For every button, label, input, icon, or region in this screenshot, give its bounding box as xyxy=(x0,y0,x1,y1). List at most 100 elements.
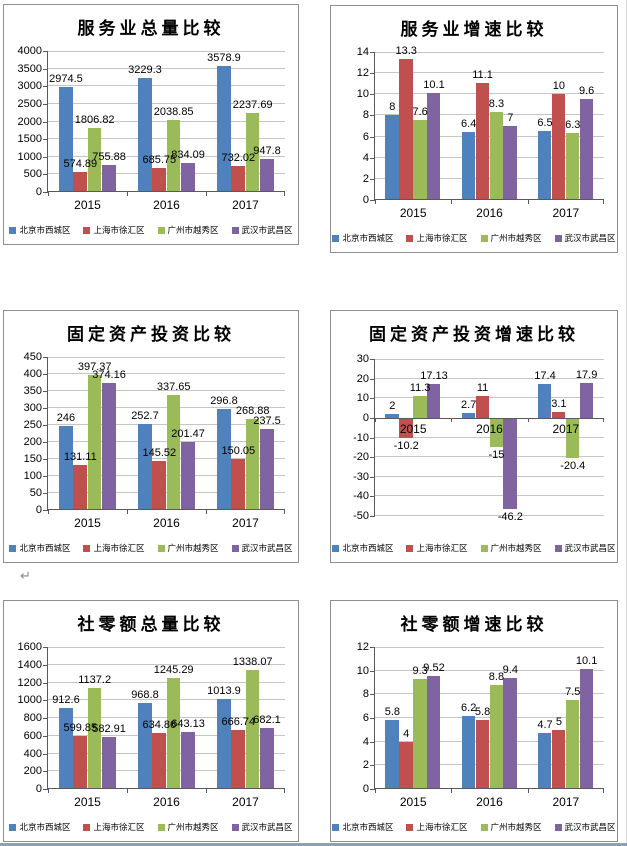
x-category-label: 2017 xyxy=(232,516,259,530)
legend-label: 武汉市武昌区 xyxy=(564,233,616,243)
y-axis-line xyxy=(374,359,375,516)
plot-area: -50 -40 -30 -20 -10 0 10 20 30 2 2.7 17.4 -10.2 11 3.1… xyxy=(353,353,604,523)
bar-value-label: 732.02 xyxy=(221,152,256,165)
legend-swatch-icon xyxy=(231,823,239,831)
y-tick-mark xyxy=(370,694,375,696)
bar-value-label: 11.1 xyxy=(472,68,493,81)
x-tick-mark xyxy=(284,789,285,793)
y-tick-mark xyxy=(43,442,48,443)
legend-item: 广州市越秀区 xyxy=(480,543,542,553)
legend-item: 上海市徐汇区 xyxy=(406,543,468,553)
bar-武汉市武昌区-2017 xyxy=(579,382,594,418)
chart-legend: 北京市西城区 上海市徐汇区 广州市越秀区 武汉市武昌区 xyxy=(332,541,616,555)
y-tick-label: 800 xyxy=(23,712,42,724)
bar-武汉市武昌区-2015 xyxy=(101,382,116,510)
x-tick-mark xyxy=(127,192,128,196)
legend-label: 武汉市武昌区 xyxy=(241,225,293,235)
bar-上海市徐汇区-2016 xyxy=(475,82,489,200)
bar-value-label: 3229.3 xyxy=(128,64,162,77)
y-tick-mark xyxy=(370,741,375,743)
bar-武汉市武昌区-2017 xyxy=(579,669,594,789)
y-tick-mark xyxy=(43,51,48,52)
bar-value-label: 337.65 xyxy=(156,381,191,394)
bar-value-label: 1806.82 xyxy=(74,114,115,127)
chart-service-industry-total[interactable]: 服务业总量比较 0 500 1000 1500 2000 2500 3000 3500 4000… xyxy=(3,4,299,245)
y-tick-label: 2 xyxy=(362,759,369,772)
bar-广州市越秀区-2017 xyxy=(565,417,580,458)
chart-retail-sales-total[interactable]: 社零额总量比较 0 200 400 600 800 1000 1200 1400 1600 912… xyxy=(3,600,299,842)
y-tick-label: 4000 xyxy=(17,45,42,57)
bar-value-label: 17.13 xyxy=(420,370,448,383)
x-category-label: 2017 xyxy=(552,421,580,436)
y-tick-label: -20 xyxy=(353,451,369,464)
bar-value-label: 8 xyxy=(389,101,396,114)
x-tick-mark xyxy=(603,417,604,422)
chart-service-industry-growth[interactable]: 服务业增速比较 0 2 4 6 8 10 12 14 8 6.4 6.5 13.3 11.1 10 7.6 8… xyxy=(330,5,618,253)
y-tick-mark xyxy=(43,68,48,70)
y-tick-label: 1600 xyxy=(17,641,42,653)
y-tick-mark xyxy=(43,718,48,719)
x-category-label: 2016 xyxy=(476,206,503,220)
y-tick-label: 10 xyxy=(356,664,369,677)
bar-value-label: 634.86 xyxy=(142,718,177,731)
bar-value-label: 9.6 xyxy=(578,84,595,97)
x-category-label: 2017 xyxy=(552,206,580,220)
bar-value-label: -15 xyxy=(488,449,505,462)
bar-value-label: 5 xyxy=(555,715,562,728)
bar-value-label: 1245.29 xyxy=(153,664,194,677)
legend-label: 广州市越秀区 xyxy=(167,225,219,235)
chart-retail-sales-growth[interactable]: 社零额增速比较 0 2 4 6 8 10 12 5.8 6.2 4.7 4 5.8 5 9.3 8.8 7.5… xyxy=(330,600,618,842)
bar-value-label: 574.89 xyxy=(63,157,98,170)
x-tick-mark xyxy=(603,200,604,204)
y-tick-label: -10 xyxy=(353,431,369,444)
legend-item: 上海市徐汇区 xyxy=(83,225,145,235)
chart-fixed-asset-investment-growth[interactable]: 固定资产投资增速比较 -50 -40 -30 -20 -10 0 10 20 30 2 2.7 17.… xyxy=(330,310,618,563)
legend-label: 北京市西城区 xyxy=(19,225,71,235)
y-tick-mark xyxy=(43,425,48,426)
y-tick-label: 8 xyxy=(362,109,369,122)
x-category-label: 2015 xyxy=(399,206,427,220)
bar-上海市徐汇区-2017 xyxy=(231,166,245,192)
bar-value-label: 968.8 xyxy=(131,689,159,702)
bar-上海市徐汇区-2017 xyxy=(231,729,245,789)
bar-value-label: 599.85 xyxy=(63,721,98,734)
legend-item: 广州市越秀区 xyxy=(157,225,219,235)
legend-swatch-icon xyxy=(332,544,340,552)
bar-value-label: 685.75 xyxy=(142,153,177,166)
x-category-label: 2015 xyxy=(74,198,101,212)
bar-武汉市武昌区-2015 xyxy=(427,676,441,789)
bar-value-label: 9.52 xyxy=(423,662,445,675)
y-tick-label: 150 xyxy=(23,453,42,465)
gridline xyxy=(48,67,285,69)
bar-value-label: 666.74 xyxy=(221,715,256,728)
bar-value-label: 150.05 xyxy=(221,444,256,457)
y-tick-mark xyxy=(43,139,48,141)
chart-title: 社零额增速比较 xyxy=(400,615,548,635)
y-tick-label: 200 xyxy=(23,765,42,778)
y-tick-label: 2500 xyxy=(17,97,42,110)
x-tick-mark xyxy=(206,789,207,793)
legend-swatch-icon xyxy=(406,544,414,552)
y-tick-label: 8 xyxy=(362,688,369,701)
legend-label: 武汉市武昌区 xyxy=(564,543,616,553)
bar-上海市徐汇区-2016 xyxy=(152,732,166,789)
y-tick-label: 0 xyxy=(35,504,42,516)
y-tick-label: 1000 xyxy=(17,150,42,163)
x-axis-labels: 2015 2016 2017 xyxy=(375,206,604,221)
y-tick-mark xyxy=(43,174,48,176)
legend-item: 上海市徐汇区 xyxy=(83,543,145,553)
y-tick-mark xyxy=(43,408,48,409)
bar-广州市越秀区-2015 xyxy=(87,374,102,510)
y-axis-line xyxy=(374,52,375,200)
y-tick-label: 100 xyxy=(23,470,42,482)
y-tick-mark xyxy=(370,765,375,767)
bar-value-label: 13.3 xyxy=(395,45,417,58)
y-tick-label: 1500 xyxy=(17,133,42,146)
chart-fixed-asset-investment-total[interactable]: 固定资产投资比较 0 50 100 150 200 250 300 350 400 450 246 2… xyxy=(3,310,299,563)
bar-北京市西城区-2017 xyxy=(216,409,231,510)
y-tick-label: 0 xyxy=(35,186,42,198)
x-tick-mark xyxy=(375,200,376,204)
y-tick-label: 400 xyxy=(23,368,42,380)
gridline xyxy=(375,515,604,516)
bar-武汉市武昌区-2015 xyxy=(101,737,116,789)
